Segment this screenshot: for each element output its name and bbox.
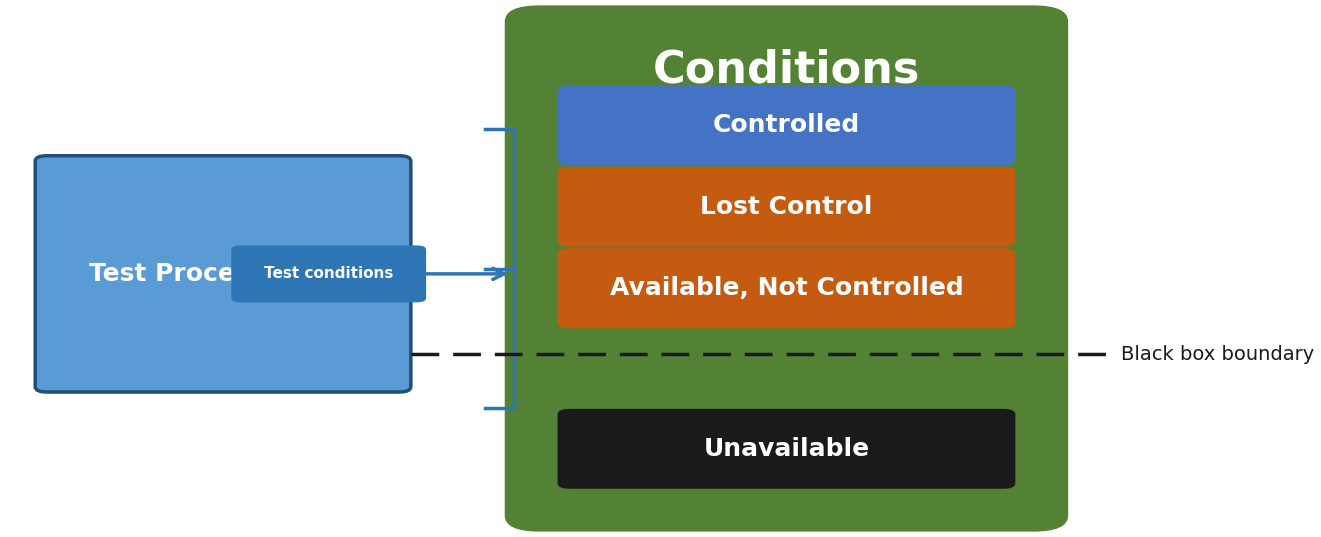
- Text: Available, Not Controlled: Available, Not Controlled: [609, 276, 963, 300]
- FancyBboxPatch shape: [557, 85, 1016, 165]
- Text: Unavailable: Unavailable: [703, 437, 869, 461]
- FancyBboxPatch shape: [231, 245, 427, 302]
- FancyBboxPatch shape: [36, 156, 411, 392]
- Text: Test Procedure: Test Procedure: [90, 262, 300, 286]
- Text: Test conditions: Test conditions: [264, 266, 394, 281]
- Text: Conditions: Conditions: [653, 48, 921, 91]
- FancyBboxPatch shape: [557, 409, 1016, 489]
- FancyBboxPatch shape: [557, 167, 1016, 246]
- FancyBboxPatch shape: [505, 5, 1069, 532]
- FancyBboxPatch shape: [557, 248, 1016, 328]
- Text: Controlled: Controlled: [713, 113, 860, 137]
- Text: Black box boundary: Black box boundary: [1122, 345, 1314, 364]
- Text: Lost Control: Lost Control: [700, 195, 873, 219]
